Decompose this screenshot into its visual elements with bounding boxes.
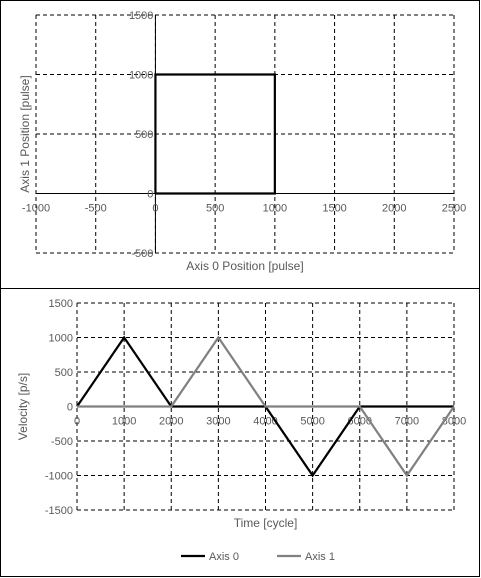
x-tick-label: 3000: [206, 416, 230, 428]
x-tick-label: 2500: [442, 203, 466, 215]
y-tick-label: -500: [131, 248, 153, 260]
x-tick-label: 1000: [112, 416, 136, 428]
y-tick-label: 1500: [129, 10, 153, 22]
x-tick-label: 8000: [442, 416, 466, 428]
y-axis-title: Velocity [p/s]: [16, 373, 30, 440]
y-tick-label: -500: [51, 436, 73, 448]
position-chart-panel: -1000 -500 0 500 1000 1500 2000 2500 -500 0 500 100…: [0, 0, 480, 289]
y-tick-label: -1500: [45, 505, 73, 517]
position-chart: -1000 -500 0 500 1000 1500 2000 2500 -500 0 500 100…: [18, 10, 466, 273]
y-tick-label: 1500: [49, 298, 73, 310]
y-tick-label: 500: [135, 129, 153, 141]
velocity-chart-panel: 0 1000 2000 3000 4000 5000 6000 7000 8000 -1500 -1…: [0, 288, 480, 577]
y-tick-label: 0: [147, 189, 153, 201]
y-axis-title: Axis 1 Position [pulse]: [18, 75, 32, 192]
x-tick-label: 0: [152, 203, 158, 215]
x-tick-label: 0: [74, 416, 80, 428]
series-line-0: [154, 73, 276, 195]
x-tick-label: 2000: [159, 416, 183, 428]
x-tick-label: -1000: [22, 203, 50, 215]
x-tick-label: 4000: [253, 416, 277, 428]
y-tick-label: 1000: [129, 70, 153, 82]
y-tick-label: 0: [67, 402, 73, 414]
x-tick-label: 1000: [263, 203, 287, 215]
x-tick-label: -500: [85, 203, 107, 215]
x-tick-label: 5000: [300, 416, 324, 428]
x-tick-label: 500: [206, 203, 224, 215]
x-tick-label: 1500: [322, 203, 346, 215]
series-line-axis-1: [77, 335, 455, 478]
y-tick-label: 1000: [49, 333, 73, 345]
x-axis-title: Time [cycle]: [234, 516, 298, 530]
x-axis-title: Axis 0 Position [pulse]: [186, 259, 303, 273]
x-tick-label: 6000: [348, 416, 372, 428]
y-tick-label: -1000: [45, 471, 73, 483]
x-tick-label: 2000: [382, 203, 406, 215]
legend-label: Axis 1: [305, 551, 335, 563]
legend-label: Axis 0: [209, 551, 239, 563]
y-tick-label: 500: [55, 367, 73, 379]
x-tick-label: 7000: [395, 416, 419, 428]
velocity-chart: 0 1000 2000 3000 4000 5000 6000 7000 8000-1500-1…: [16, 298, 466, 563]
